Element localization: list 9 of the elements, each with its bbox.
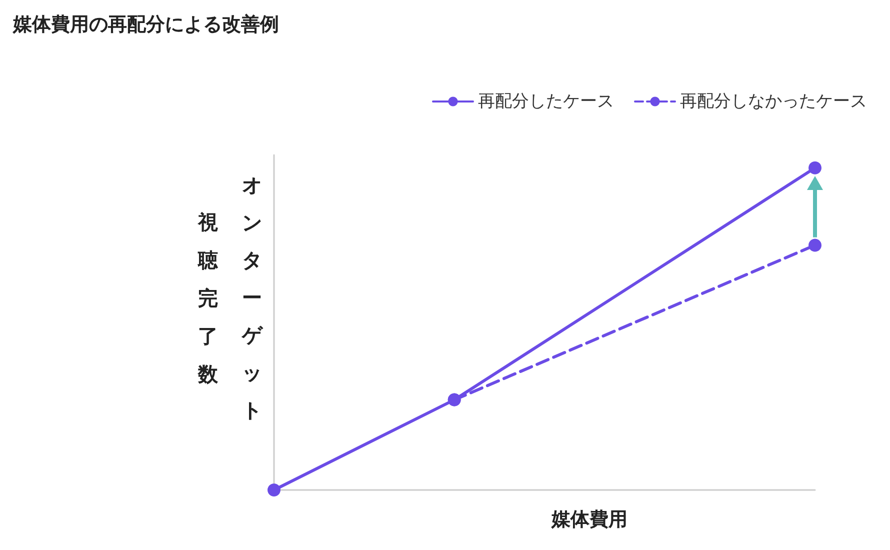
chart-title: 媒体費用の再配分による改善例 [12, 14, 279, 36]
point [268, 484, 280, 496]
point [808, 238, 822, 252]
point [448, 393, 461, 406]
x-axis-title: 媒体費用 [550, 508, 628, 530]
legend-label: 再配分したケース [478, 92, 614, 112]
point [808, 161, 822, 174]
text: オンターゲット視聴完了数 [198, 173, 262, 422]
legend-label: 再配分しなかったケース [680, 92, 867, 112]
